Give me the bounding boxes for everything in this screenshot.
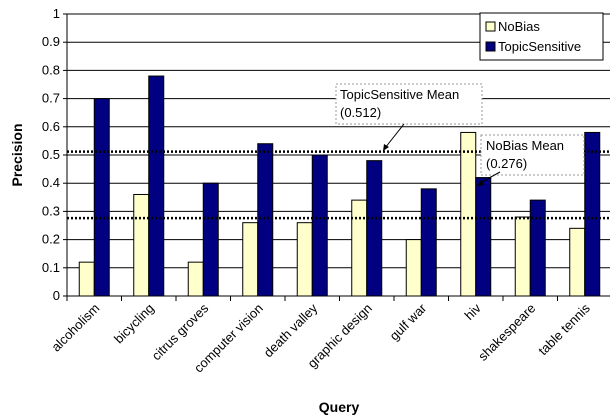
x-tick-label: alcoholism: [48, 301, 102, 355]
callout-arrow-nobias: [479, 171, 501, 184]
legend: NoBias TopicSensitive: [479, 12, 604, 61]
x-tick-label: shakespeare: [475, 301, 538, 364]
bar-topicsensitive-death-valley: [311, 154, 328, 297]
legend-label-nobias: NoBias: [498, 19, 540, 34]
x-tick-label: gulf war: [387, 300, 430, 343]
x-axis-title: Query: [319, 399, 360, 415]
y-axis-title: Precision: [9, 123, 25, 186]
y-tick-label: 0.4: [42, 175, 60, 190]
callout-arrowhead-topicsensitive: [383, 144, 389, 151]
y-tick-label: 1: [53, 6, 60, 21]
y-tick-label: 0.6: [42, 119, 60, 134]
x-tick-label: hiv: [462, 300, 485, 323]
x-tick-label: table tennis: [535, 300, 593, 358]
bar-nobias-computer-vision: [242, 222, 259, 297]
bar-topicsensitive-shakespeare: [529, 199, 546, 297]
bar-topicsensitive-computer-vision: [257, 143, 274, 297]
legend-swatch-topicsensitive: [485, 41, 496, 52]
bar-nobias-shakespeare: [514, 216, 531, 297]
legend-label-topicsensitive: TopicSensitive: [498, 39, 581, 54]
y-tick-label: 0: [53, 288, 60, 303]
y-tick-label: 0.9: [42, 34, 60, 49]
callout-box-topicsensitive: [335, 83, 483, 125]
x-tick-label: bicycling: [111, 301, 157, 347]
bar-nobias-death-valley: [296, 222, 313, 297]
callout-topicsensitive-line2: (0.512): [340, 105, 381, 120]
bar-nobias-citrus-groves: [187, 261, 204, 297]
callout-nobias-mean: NoBias Mean (0.276): [477, 134, 585, 186]
x-tick-label: death valley: [261, 300, 321, 360]
y-tick-labels: 0 0.1 0.2 0.3 0.4 0.5 0.6 0.7 0.8 0.9 1: [42, 6, 60, 303]
bar-nobias-hiv: [460, 131, 477, 297]
callout-topicsensitive-mean: TopicSensitive Mean (0.512): [335, 83, 483, 151]
bars: [78, 75, 601, 297]
bar-nobias-table-tennis: [569, 227, 586, 297]
legend-swatch-nobias: [485, 21, 496, 32]
y-tick-label: 0.2: [42, 232, 60, 247]
bar-topicsensitive-hiv: [475, 177, 492, 297]
legend-box: [479, 12, 604, 61]
y-tick-label: 0.3: [42, 203, 60, 218]
bar-topicsensitive-bicycling: [148, 75, 165, 297]
bar-nobias-graphic-design: [351, 199, 368, 297]
bar-topicsensitive-table-tennis: [584, 131, 601, 297]
y-tick-label: 0.8: [42, 62, 60, 77]
callout-topicsensitive-line1: TopicSensitive Mean: [340, 87, 459, 102]
bar-topicsensitive-citrus-groves: [202, 182, 219, 297]
y-tick-label: 0.1: [42, 260, 60, 275]
axes: [63, 13, 610, 301]
bar-topicsensitive-alcoholism: [93, 98, 110, 297]
bar-nobias-bicycling: [133, 193, 150, 297]
bar-nobias-alcoholism: [78, 261, 95, 297]
callout-nobias-line2: (0.276): [486, 156, 527, 171]
callout-arrow-topicsensitive: [384, 123, 405, 149]
callout-arrowhead-nobias: [477, 180, 484, 186]
y-tick-label: 0.5: [42, 147, 60, 162]
callout-box-nobias: [480, 134, 585, 176]
bar-topicsensitive-gulf-war: [420, 188, 437, 297]
bar-nobias-gulf-war: [405, 239, 422, 297]
y-tick-label: 0.7: [42, 91, 60, 106]
bar-topicsensitive-graphic-design: [366, 160, 383, 297]
callout-nobias-line1: NoBias Mean: [486, 138, 564, 153]
mean-reference-lines: [67, 150, 610, 220]
